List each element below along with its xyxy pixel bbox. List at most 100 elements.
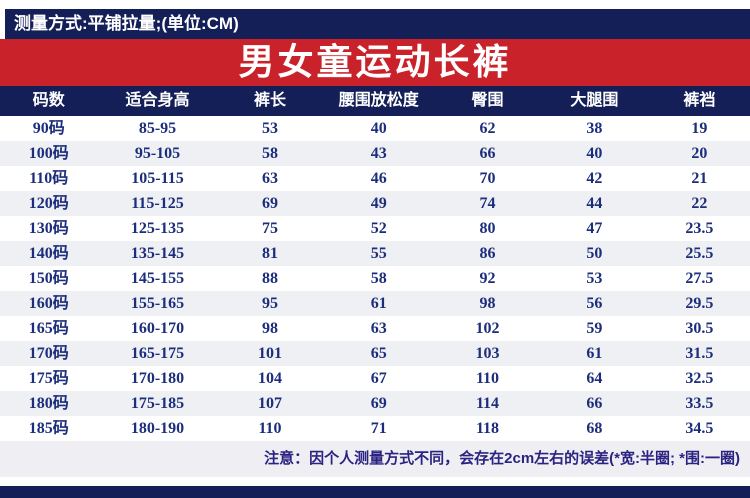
size-cell: 145-155 xyxy=(130,270,185,287)
note-row: 注意：因个人测量方式不同，会存在2cm左右的误差(*宽:半圈; *围:一圈) xyxy=(0,441,750,477)
size-cell: 150码 xyxy=(28,270,69,287)
size-cell: 185码 xyxy=(28,420,69,437)
size-cell: 58 xyxy=(370,270,387,287)
size-cell: 135-145 xyxy=(130,245,185,262)
size-cell: 170-180 xyxy=(130,370,185,387)
size-cell: 29.5 xyxy=(685,295,714,312)
size-cell: 23.5 xyxy=(685,220,714,237)
measure-method-text: 测量方式:平铺拉量;(单位:CM) xyxy=(14,14,239,33)
size-cell: 98 xyxy=(479,295,496,312)
size-cell: 22 xyxy=(691,195,708,212)
measure-method-bar: 测量方式:平铺拉量;(单位:CM) xyxy=(5,9,750,39)
size-cell: 67 xyxy=(370,370,387,387)
size-cell: 85-95 xyxy=(138,120,177,137)
table-row: 90码 85-95 53 40 62 38 19 xyxy=(0,116,750,141)
table-row: 165码 160-170 98 63 102 59 30.5 xyxy=(0,316,750,341)
page-title: 男女童运动长裤 xyxy=(238,42,512,82)
size-cell: 61 xyxy=(586,345,603,362)
table-row: 175码 170-180 104 67 110 64 32.5 xyxy=(0,366,750,391)
table-row: 185码 180-190 110 71 118 68 34.5 xyxy=(0,416,750,441)
size-cell: 53 xyxy=(262,120,278,137)
size-cell: 180-190 xyxy=(130,420,185,437)
table-row: 170码 165-175 101 65 103 61 31.5 xyxy=(0,341,750,366)
size-cell: 120码 xyxy=(28,195,69,212)
size-cell: 52 xyxy=(370,220,387,237)
size-cell: 62 xyxy=(479,120,496,137)
size-cell: 61 xyxy=(370,295,387,312)
note-text: 注意：因个人测量方式不同，会存在2cm左右的误差(*宽:半圈; *围:一圈) xyxy=(264,450,740,467)
size-cell: 80 xyxy=(479,220,496,237)
size-cell: 102 xyxy=(475,320,500,337)
size-cell: 58 xyxy=(262,145,278,162)
size-cell: 160码 xyxy=(28,295,69,312)
size-cell: 40 xyxy=(370,120,387,137)
size-cell: 33.5 xyxy=(685,395,714,412)
size-cell: 25.5 xyxy=(685,245,714,262)
size-cell: 20 xyxy=(691,145,708,162)
size-cell: 175码 xyxy=(28,370,69,387)
size-cell: 75 xyxy=(262,220,278,237)
size-cell: 165-175 xyxy=(130,345,185,362)
size-cell: 115-125 xyxy=(131,195,184,212)
size-cell: 118 xyxy=(475,420,500,437)
size-cell: 50 xyxy=(586,245,603,262)
size-cell: 130码 xyxy=(28,220,69,237)
size-cell: 103 xyxy=(475,345,500,362)
size-cell: 19 xyxy=(691,120,708,137)
size-cell: 63 xyxy=(262,170,278,187)
column-header-height: 适合身高 xyxy=(125,92,190,109)
size-cell: 64 xyxy=(586,370,603,387)
size-cell: 69 xyxy=(370,395,387,412)
title-banner: 男女童运动长裤 xyxy=(0,39,750,86)
size-cell: 59 xyxy=(586,320,603,337)
column-header-size: 码数 xyxy=(32,92,65,109)
size-cell: 44 xyxy=(586,195,603,212)
table-row: 160码 155-165 95 61 98 56 29.5 xyxy=(0,291,750,316)
size-cell: 42 xyxy=(586,170,603,187)
size-cell: 56 xyxy=(586,295,603,312)
size-cell: 95 xyxy=(262,295,278,312)
size-cell: 69 xyxy=(262,195,278,212)
size-cell: 100码 xyxy=(28,145,69,162)
size-cell: 98 xyxy=(262,320,278,337)
size-cell: 160-170 xyxy=(130,320,185,337)
size-cell: 63 xyxy=(370,320,387,337)
column-header-pant-length: 裤长 xyxy=(253,92,286,109)
size-cell: 155-165 xyxy=(130,295,185,312)
table-row: 110码 105-115 63 46 70 42 21 xyxy=(0,166,750,191)
size-cell: 74 xyxy=(479,195,496,212)
table-row: 130码 125-135 75 52 80 47 23.5 xyxy=(0,216,750,241)
table-header-row: 码数 适合身高 裤长 腰围放松度 臀围 大腿围 裤裆 xyxy=(0,86,750,116)
size-cell: 125-135 xyxy=(130,220,185,237)
size-cell: 105-115 xyxy=(131,170,184,187)
size-cell: 107 xyxy=(258,395,282,412)
size-cell: 66 xyxy=(479,145,496,162)
size-cell: 30.5 xyxy=(685,320,714,337)
size-cell: 53 xyxy=(586,270,603,287)
size-cell: 27.5 xyxy=(685,270,714,287)
size-cell: 40 xyxy=(586,145,603,162)
table-row: 180码 175-185 107 69 114 66 33.5 xyxy=(0,391,750,416)
size-cell: 104 xyxy=(258,370,282,387)
size-cell: 49 xyxy=(370,195,387,212)
size-cell: 32.5 xyxy=(685,370,714,387)
size-cell: 114 xyxy=(475,395,500,412)
size-cell: 34.5 xyxy=(685,420,714,437)
size-cell: 86 xyxy=(479,245,496,262)
column-header-hip: 臀围 xyxy=(471,92,504,109)
size-cell: 66 xyxy=(586,395,603,412)
size-cell: 71 xyxy=(370,420,387,437)
size-cell: 90码 xyxy=(32,120,65,137)
size-cell: 70 xyxy=(479,170,496,187)
table-row: 120码 115-125 69 49 74 44 22 xyxy=(0,191,750,216)
size-cell: 55 xyxy=(370,245,387,262)
size-cell: 110 xyxy=(258,420,282,437)
size-cell: 43 xyxy=(370,145,387,162)
size-cell: 88 xyxy=(262,270,278,287)
size-cell: 101 xyxy=(258,345,282,362)
column-header-waist-stretch: 腰围放松度 xyxy=(338,92,419,109)
size-cell: 110 xyxy=(475,370,500,387)
column-header-thigh: 大腿围 xyxy=(570,92,619,109)
size-cell: 175-185 xyxy=(130,395,185,412)
